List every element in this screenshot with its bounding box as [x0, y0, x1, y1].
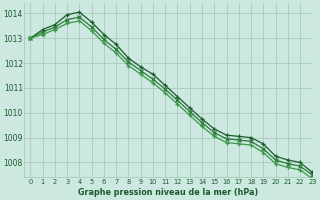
X-axis label: Graphe pression niveau de la mer (hPa): Graphe pression niveau de la mer (hPa): [78, 188, 259, 197]
